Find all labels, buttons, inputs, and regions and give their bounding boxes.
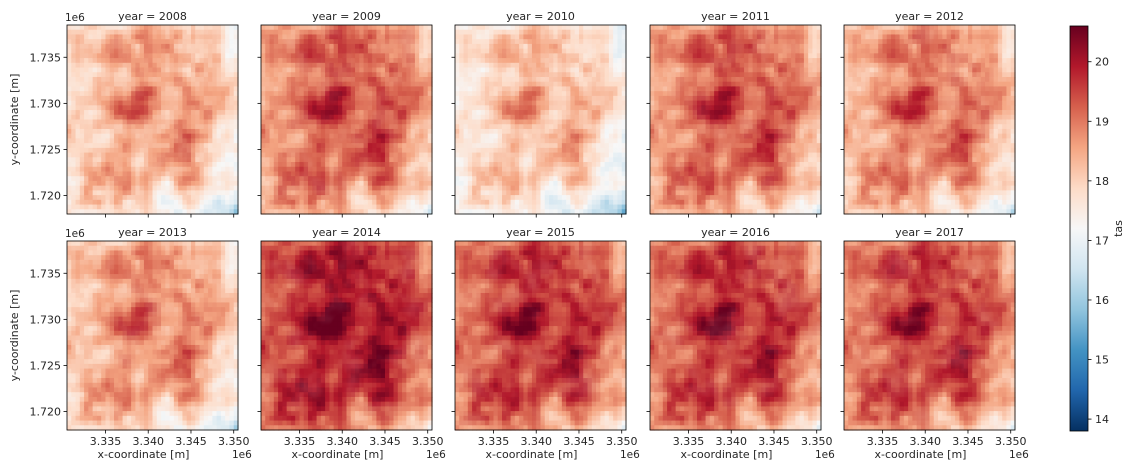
y-tick-label: 1.725 <box>30 143 62 156</box>
panel-frame <box>66 24 239 215</box>
y-axis-label: y-coordinate [m] <box>8 74 21 166</box>
y-tick-label: 1.720 <box>30 190 62 203</box>
panels-layer: year = 2008 1.735 1.730 1.725 1.720 1e6 y-coor… <box>8 10 1029 461</box>
panel-2008: year = 2008 1.735 1.730 1.725 1.720 1e6 y-coor… <box>8 10 239 218</box>
panel-title: year = 2008 <box>118 10 187 23</box>
y-offset-label: 1e6 <box>65 12 85 24</box>
panel-2010: year = 2010 <box>451 10 627 218</box>
texture-overlay <box>67 25 238 214</box>
y-tick-label: 1.735 <box>30 51 62 64</box>
panel-2011: year = 2011 <box>646 10 822 218</box>
texture-overlay <box>455 25 626 214</box>
panel-2009: year = 2009 <box>257 10 433 218</box>
y-tick-label: 1.730 <box>30 97 62 110</box>
texture-overlay <box>261 25 432 214</box>
panel-title: year = 2010 <box>506 10 575 23</box>
panel-title: year = 2009 <box>312 10 381 23</box>
